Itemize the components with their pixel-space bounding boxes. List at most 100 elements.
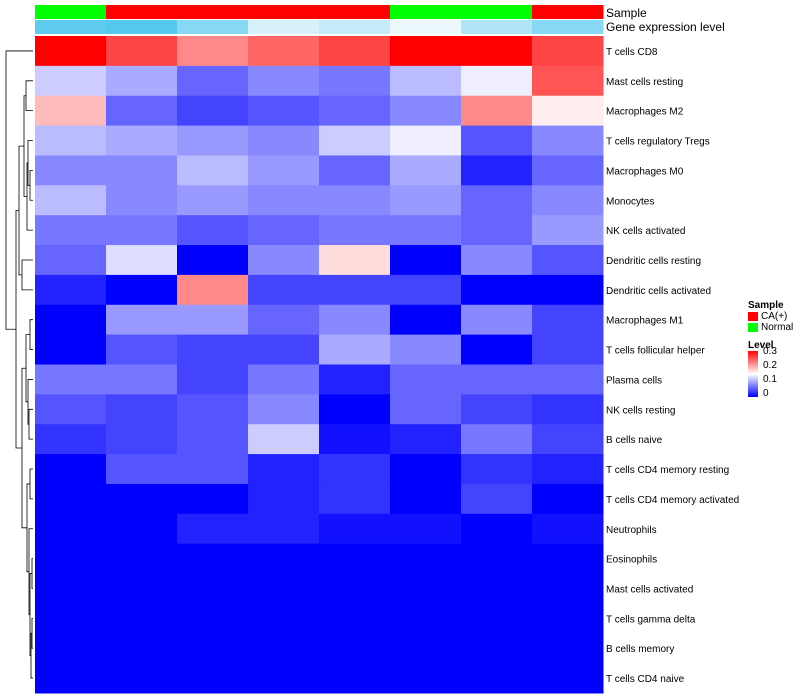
heatmap-cell: [319, 185, 391, 216]
sample-legend-title: Sample: [748, 300, 784, 311]
heatmap-cell: [248, 543, 320, 575]
heatmap-cell: [177, 95, 249, 127]
heatmap-cell: [248, 215, 320, 246]
heatmap-cell: [319, 36, 391, 67]
heatmap-cell: [177, 633, 249, 664]
heatmap-cell: [106, 424, 178, 455]
row-dendrogram: [5, 50, 33, 679]
dendrogram-branch: [18, 145, 24, 276]
heatmap-cell: [390, 334, 462, 365]
sample-annotation-cell: [319, 5, 391, 19]
sample-annotation-cell: [106, 5, 178, 19]
dendrogram-branch: [21, 259, 33, 291]
heatmap-cell: [106, 394, 178, 425]
heatmap-cell: [177, 215, 249, 246]
heatmap-cell: [532, 125, 604, 156]
heatmap-cell: [390, 603, 462, 634]
heatmap-cell: [319, 454, 391, 485]
heatmap-cell: [177, 603, 249, 634]
legend-item-normal: Normal: [748, 322, 793, 333]
row-label: T cells follicular helper: [606, 346, 705, 357]
heatmap-cell: [106, 543, 178, 575]
heatmap-cell: [35, 633, 107, 664]
level-gradient: [748, 351, 758, 397]
heatmap-cell: [461, 543, 533, 575]
heatmap-cell: [461, 304, 533, 336]
heatmap-cell: [35, 245, 107, 276]
heatmap-cell: [35, 215, 107, 246]
sample-annotation-cell: [177, 5, 249, 19]
heatmap-cell: [319, 543, 391, 575]
sample-annotation-cell: [390, 5, 462, 19]
heatmap-cell: [532, 334, 604, 365]
heatmap-cell: [532, 424, 604, 455]
heatmap-cell: [106, 483, 178, 515]
heatmap-cell: [319, 334, 391, 365]
heatmap-cell: [106, 633, 178, 664]
heatmap-cell: [390, 36, 462, 67]
heatmap-cell: [248, 185, 320, 216]
row-label: Monocytes: [606, 196, 654, 207]
heatmap-cell: [177, 513, 249, 545]
heatmap-cell: [319, 424, 391, 455]
level-colorbar: 0.3 0.2 0.1 0: [748, 347, 777, 399]
heatmap-cell: [390, 573, 462, 604]
heatmap-cell: [106, 245, 178, 276]
row-label: B cells memory: [606, 644, 674, 655]
level-tick: 0.1: [763, 374, 777, 385]
heatmap-cell: [461, 513, 533, 545]
heatmap-cell: [319, 573, 391, 604]
heatmap-cell: [532, 245, 604, 276]
heatmap-cell: [319, 513, 391, 545]
heatmap-cell: [390, 633, 462, 664]
heatmap-cell: [532, 573, 604, 604]
heatmap-cell: [390, 424, 462, 455]
row-label: Dendritic cells resting: [606, 256, 701, 267]
level-tick: 0: [763, 388, 769, 399]
dendrogram-branch: [26, 483, 30, 573]
heatmap-cell: [248, 304, 320, 336]
level-legend-title: Level: [748, 340, 774, 351]
heatmap-cell: [177, 394, 249, 425]
heatmap-cell: [35, 543, 107, 575]
heatmap-cell: [35, 573, 107, 604]
row-label: T cells CD4 naive: [606, 674, 685, 685]
row-label: NK cells resting: [606, 405, 675, 416]
heatmap-cell: [461, 364, 533, 395]
heatmap-cell: [532, 663, 604, 694]
heatmap-cell: [461, 424, 533, 455]
heatmap-cell: [461, 36, 533, 67]
heatmap-cell: [106, 155, 178, 186]
legend-swatch-ca: [748, 312, 758, 321]
heatmap-cell: [461, 483, 533, 515]
heatmap-cell: [177, 185, 249, 216]
heatmap-cell: [319, 304, 391, 336]
row-label: T cells gamma delta: [606, 614, 696, 625]
dendrogram-branch: [28, 408, 33, 440]
heatmap-cell: [532, 36, 604, 67]
expression-annotation-cell: [106, 20, 178, 34]
heatmap-cell: [35, 334, 107, 365]
heatmap-cell: [461, 215, 533, 246]
sample-annotation-cell: [532, 5, 604, 19]
heatmap-cell: [106, 185, 178, 216]
heatmap-cell: [35, 454, 107, 485]
expression-annotation-label: Gene expression level: [606, 20, 725, 34]
heatmap-cell: [461, 573, 533, 604]
heatmap-cell: [390, 155, 462, 186]
heatmap-cell: [532, 155, 604, 186]
row-label: Dendritic cells activated: [606, 286, 711, 297]
sample-annotation-cell: [461, 5, 533, 19]
heatmap-cell: [248, 364, 320, 395]
heatmap-cell: [248, 125, 320, 156]
legend-label-normal: Normal: [761, 322, 794, 333]
heatmap-cell: [319, 95, 391, 127]
row-label: Mast cells activated: [606, 584, 693, 595]
heatmap-cell: [106, 304, 178, 336]
heatmap-cell: [461, 245, 533, 276]
heatmap-cell: [248, 274, 320, 306]
expression-annotation-cell: [390, 20, 462, 34]
heatmap-cell: [248, 603, 320, 634]
heatmap-cell: [319, 245, 391, 276]
heatmap-cell: [390, 185, 462, 216]
